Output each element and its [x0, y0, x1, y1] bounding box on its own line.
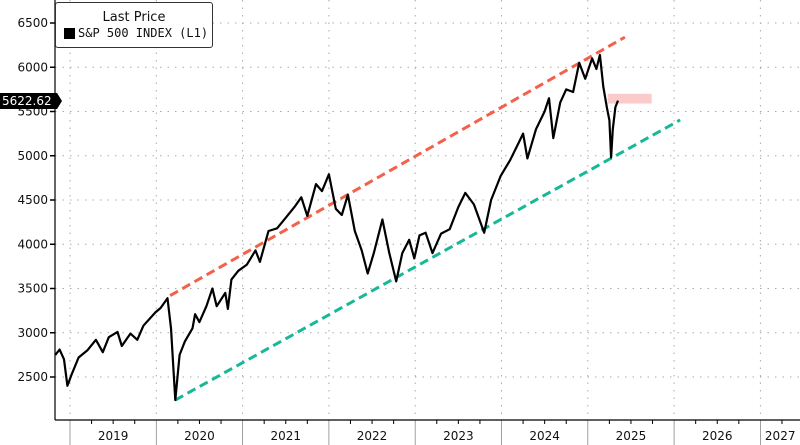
trendline-lower-support: [174, 118, 681, 402]
series-line-sp500: [54, 53, 620, 402]
x-tick-label: 2021: [270, 429, 301, 443]
legend-title: Last Price: [102, 10, 166, 25]
y-tick-label: 5000: [17, 149, 48, 163]
x-tick-label: 2020: [184, 429, 215, 443]
legend-label: S&P 500 INDEX (L1): [78, 26, 209, 40]
x-tick-label: 2027: [765, 429, 796, 443]
y-tick-label: 6000: [17, 60, 48, 74]
y-tick-label: 3500: [17, 282, 48, 296]
x-tick-label: 2026: [702, 429, 733, 443]
last-price-tag: 5622.62: [0, 93, 62, 109]
y-tick-label: 3000: [17, 326, 48, 340]
x-tick-label: 2022: [357, 429, 388, 443]
y-tick-label: 2500: [17, 370, 48, 384]
trendline-upper-resistance: [169, 35, 626, 297]
shaded-band: [607, 93, 652, 104]
y-tick-label: 6500: [17, 16, 48, 30]
x-tick-label: 2023: [443, 429, 474, 443]
x-tick-label: 2024: [529, 429, 560, 443]
x-tick-label: 2019: [98, 429, 129, 443]
y-tick-label: 4000: [17, 237, 48, 251]
y-tick-label: 4500: [17, 193, 48, 207]
legend-entry: S&P 500 INDEX (L1): [64, 26, 212, 40]
legend-swatch: [64, 27, 75, 39]
x-tick-label: 2025: [616, 429, 647, 443]
legend: Last Price S&P 500 INDEX (L1): [55, 2, 213, 48]
